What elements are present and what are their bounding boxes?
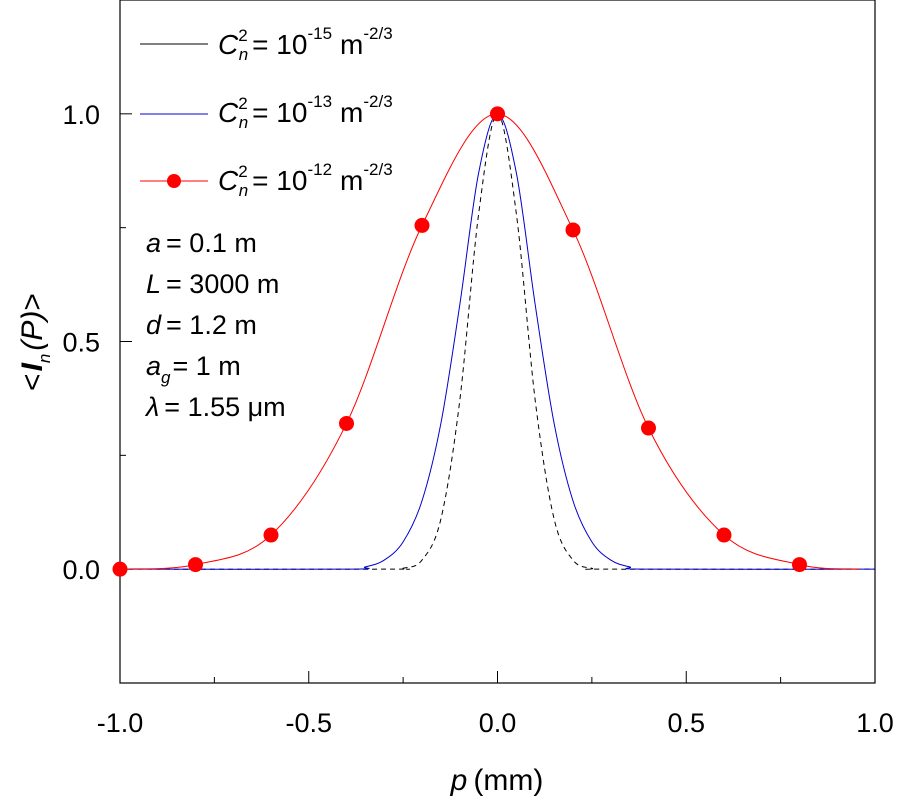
y-tick-label: 0.5 bbox=[62, 328, 100, 358]
series-marker-3 bbox=[565, 222, 581, 238]
series-marker-3 bbox=[792, 557, 807, 573]
x-tick-label: 1.0 bbox=[856, 708, 894, 738]
series-marker-3 bbox=[263, 527, 279, 543]
y-axis-title: <In(P)> bbox=[16, 293, 54, 391]
parameter-annotations: a = 0.1 m L = 3000 m d = 1.2 m ag= 1 m λ = 1… bbox=[144, 228, 286, 422]
y-tick-label: 1.0 bbox=[62, 100, 100, 130]
legend: C2 n = 10-15 m-2/3 C2 n = 10-13 m-2/3 C2 n = 10-… bbox=[140, 24, 393, 200]
x-tick-label: 0.0 bbox=[479, 708, 517, 738]
x-axis-title: p (mm) bbox=[450, 764, 544, 797]
series-marker-3 bbox=[716, 527, 732, 543]
param-aperture: a = 0.1 m bbox=[146, 228, 257, 258]
axis-ticks: -1.0 -0.5 0.0 0.5 1.0 0.0 0.5 1.0 bbox=[62, 0, 894, 738]
legend-entry-1: C2 n = 10-15 m-2/3 bbox=[218, 24, 393, 64]
series-marker-3 bbox=[112, 561, 128, 577]
y-tick-label: 0.0 bbox=[62, 555, 100, 585]
legend-marker-3 bbox=[167, 174, 181, 188]
x-tick-label: -1.0 bbox=[97, 708, 144, 738]
series-marker-3 bbox=[641, 420, 656, 436]
x-tick-label: 0.5 bbox=[667, 708, 705, 738]
marker-layer bbox=[112, 106, 807, 577]
x-tick-label: -0.5 bbox=[285, 708, 332, 738]
series-marker-3 bbox=[339, 415, 354, 431]
legend-entry-2: C2 n = 10-13 m-2/3 bbox=[218, 92, 393, 132]
param-ag: ag= 1 m bbox=[146, 351, 241, 387]
series-marker-3 bbox=[188, 557, 203, 573]
legend-entry-3: C2 n = 10-12 m-2/3 bbox=[218, 160, 393, 200]
series-marker-3 bbox=[490, 106, 505, 122]
param-wavelength: λ = 1.55 μm bbox=[144, 392, 286, 422]
param-distance: L = 3000 m bbox=[146, 269, 279, 299]
param-d: d = 1.2 m bbox=[146, 310, 257, 340]
series-marker-3 bbox=[414, 217, 430, 233]
